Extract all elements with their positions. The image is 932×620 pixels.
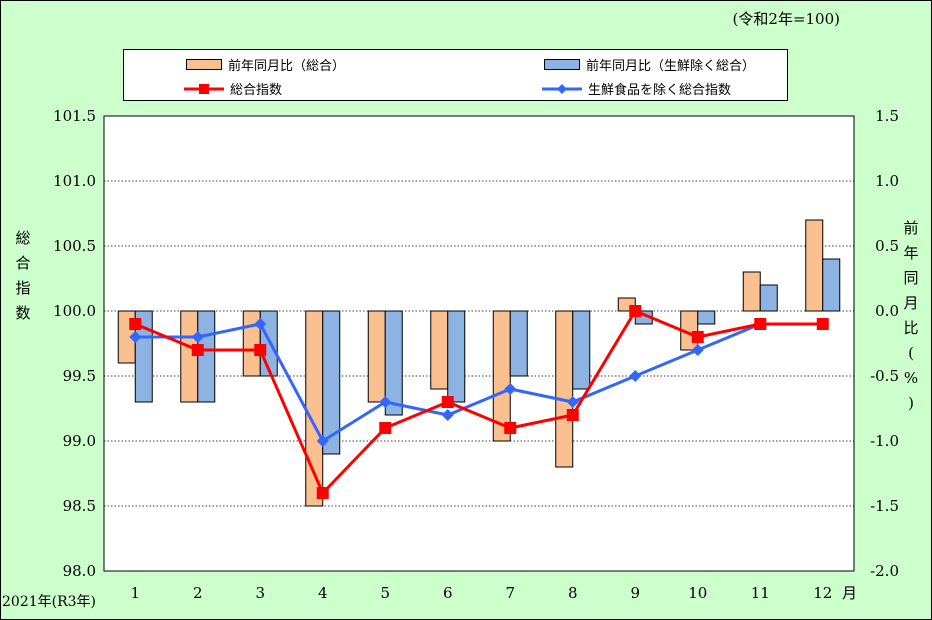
right-axis-label: 前年同月比(%) xyxy=(903,219,919,412)
marker-index-all xyxy=(316,487,329,499)
bar-yoy-all xyxy=(555,310,574,468)
marker-index-all xyxy=(504,422,517,434)
left-tick-label: 101.0 xyxy=(53,172,96,190)
bar-yoy-core xyxy=(197,310,216,403)
bar-yoy-all xyxy=(367,310,386,403)
month-suffix: 月 xyxy=(842,584,857,602)
bar-yoy-core xyxy=(447,310,466,403)
marker-index-all xyxy=(629,305,642,317)
legend-label-bar-all: 前年同月比（総合） xyxy=(228,59,346,74)
legend: 前年同月比（総合） 前年同月比（生鮮除く総合） 総合指数 生鮮食品を除く総合指数 xyxy=(123,49,788,101)
legend-swatch-bar-core xyxy=(544,59,580,70)
year-label: 2021年(R3年) xyxy=(2,594,96,610)
right-tick-label: -2.0 xyxy=(870,562,899,580)
left-tick-label: 100.0 xyxy=(53,302,96,320)
bar-yoy-core xyxy=(697,310,716,325)
bar-yoy-core xyxy=(384,310,403,416)
marker-index-core xyxy=(129,331,142,343)
left-tick-label: 98.5 xyxy=(63,497,96,515)
left-tick-label: 98.0 xyxy=(63,562,96,580)
marker-index-core xyxy=(441,409,454,421)
right-tick-label: -0.5 xyxy=(870,367,899,385)
marker-index-core xyxy=(254,318,267,330)
marker-index-core xyxy=(379,396,392,408)
right-tick-label: 1.0 xyxy=(875,172,899,190)
x-axis-ticks: 1 2 3 4 5 6 7 8 9 10 11 12 xyxy=(130,584,832,602)
marker-index-all xyxy=(816,318,829,330)
legend-label-line-all: 総合指数 xyxy=(230,83,283,98)
bar-yoy-core xyxy=(759,284,778,312)
marker-index-all xyxy=(566,409,579,421)
bar-yoy-core xyxy=(509,310,528,377)
left-axis-ticks: 98.0 98.5 99.0 99.5 100.0 100.5 101.0 101.5 xyxy=(53,107,96,580)
x-tick-label: 12 xyxy=(813,584,832,602)
x-tick-label: 8 xyxy=(568,584,578,602)
right-tick-label: -1.5 xyxy=(870,497,899,515)
marker-index-core xyxy=(191,331,204,343)
x-tick-label: 7 xyxy=(505,584,515,602)
marker-index-all xyxy=(254,344,267,356)
bar-layer xyxy=(117,219,841,507)
right-tick-label: 0.5 xyxy=(875,237,899,255)
bar-yoy-core xyxy=(572,310,591,390)
x-tick-label: 10 xyxy=(688,584,707,602)
x-tick-label: 3 xyxy=(255,584,265,602)
legend-item-line-core: 生鮮食品を除く総合指数 xyxy=(542,79,731,98)
left-axis-label: 総合指数 xyxy=(15,229,31,322)
legend-swatch-line-all xyxy=(184,83,224,94)
right-tick-label: 0.0 xyxy=(875,302,899,320)
marker-index-core xyxy=(566,396,579,408)
marker-index-core xyxy=(629,370,642,382)
marker-index-all xyxy=(191,344,204,356)
bar-yoy-all xyxy=(180,310,199,403)
marker-index-core xyxy=(504,383,517,395)
x-tick-label: 4 xyxy=(318,584,328,602)
bar-yoy-all xyxy=(430,310,449,390)
marker-index-all xyxy=(379,422,392,434)
marker-index-core xyxy=(316,435,329,447)
x-tick-label: 6 xyxy=(443,584,453,602)
bar-yoy-all xyxy=(805,219,824,312)
bar-yoy-core xyxy=(322,310,341,455)
bar-yoy-core xyxy=(134,310,153,403)
marker-index-all xyxy=(129,318,142,330)
legend-swatch-bar-all xyxy=(186,59,222,70)
x-tick-label: 11 xyxy=(751,584,770,602)
marker-index-all xyxy=(691,331,704,343)
legend-item-line-all: 総合指数 xyxy=(184,79,282,98)
left-tick-label: 99.5 xyxy=(63,367,96,385)
legend-label-bar-core: 前年同月比（生鮮除く総合） xyxy=(586,59,756,74)
legend-item-bar-core: 前年同月比（生鮮除く総合） xyxy=(544,55,755,74)
x-tick-label: 9 xyxy=(630,584,640,602)
left-tick-label: 100.5 xyxy=(53,237,96,255)
unit-note: (令和2年=100) xyxy=(732,10,840,28)
legend-swatch-line-core xyxy=(542,83,582,94)
marker-index-all xyxy=(754,318,767,330)
grid-lines xyxy=(104,180,854,507)
x-tick-label: 2 xyxy=(193,584,203,602)
bar-yoy-all xyxy=(742,271,761,312)
left-tick-label: 101.5 xyxy=(53,107,96,125)
line-index-all xyxy=(134,309,823,496)
bar-yoy-core xyxy=(822,258,841,312)
left-tick-label: 99.0 xyxy=(63,432,96,450)
right-tick-label: 1.5 xyxy=(875,107,899,125)
legend-label-line-core: 生鮮食品を除く総合指数 xyxy=(588,83,732,98)
x-tick-label: 5 xyxy=(380,584,390,602)
marker-index-all xyxy=(441,396,454,408)
plot-area xyxy=(103,115,855,572)
legend-item-bar-all: 前年同月比（総合） xyxy=(186,55,345,74)
x-tick-label: 1 xyxy=(130,584,140,602)
line-index-core xyxy=(135,322,823,444)
right-axis-ticks: -2.0 -1.5 -1.0 -0.5 0.0 0.5 1.0 1.5 xyxy=(870,107,899,580)
marker-index-core xyxy=(691,344,704,356)
right-tick-label: -1.0 xyxy=(870,432,899,450)
line-layer xyxy=(129,305,829,499)
